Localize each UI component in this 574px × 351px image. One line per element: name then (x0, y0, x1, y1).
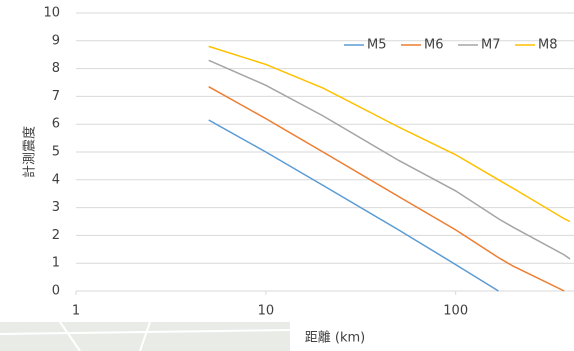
x-tick-label: 100 (443, 304, 468, 319)
x-tick-label: 10 (258, 304, 275, 319)
legend-label: M6 (424, 38, 444, 53)
y-tick-label: 1 (52, 256, 60, 271)
y-tick-label: 0 (52, 284, 60, 299)
series-line (209, 87, 565, 291)
x-axis-title: 距離 (km) (305, 331, 365, 346)
legend-label: M5 (367, 38, 387, 53)
y-tick-label: 6 (52, 117, 60, 132)
y-tick-label: 9 (52, 33, 60, 48)
legend-label: M8 (538, 38, 558, 53)
y-tick-label: 2 (52, 228, 60, 243)
y-tick-label: 4 (52, 172, 60, 187)
y-tick-label: 10 (43, 6, 60, 21)
y-tick-label: 5 (52, 145, 60, 160)
y-axis-title: 計測震度 (22, 126, 38, 178)
x-tick-label: 1 (72, 304, 80, 319)
series-line (209, 120, 499, 291)
legend-label: M7 (481, 38, 501, 53)
y-tick-label: 7 (52, 89, 60, 104)
series-line (209, 46, 570, 221)
y-tick-label: 3 (52, 200, 60, 215)
series-line (209, 60, 570, 259)
y-tick-label: 8 (52, 61, 60, 76)
chart: 計測震度 距離 (km) 012345678910110100M5M6M7M8 (0, 0, 574, 351)
